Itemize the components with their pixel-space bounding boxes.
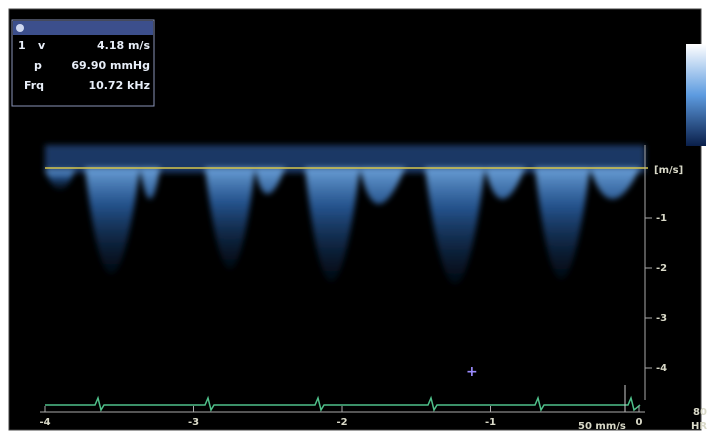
panel-icon: [16, 24, 24, 32]
velocity-tick-label: -1: [656, 213, 667, 224]
ultrasound-screen: + [m/s] -1 -2 -3 -4 50 mm/s 80 HR -4 -3 -2 -1 0…: [0, 0, 710, 436]
measurement-value: 4.18 m/s: [97, 39, 150, 52]
heart-rate-label: HR: [691, 421, 707, 432]
sweep-speed: 50 mm/s: [578, 421, 626, 432]
time-tick-label: -4: [39, 417, 50, 428]
cursor-marker: +: [466, 364, 478, 380]
color-bar: [686, 44, 706, 146]
velocity-tick-label: -4: [656, 363, 667, 374]
time-tick-label: -3: [188, 417, 199, 428]
measurement-value: 69.90 mmHg: [71, 59, 150, 72]
heart-rate-value: 80: [693, 407, 707, 418]
velocity-tick-label: -3: [656, 313, 667, 324]
measurement-label: Frq: [24, 79, 44, 92]
measurement-label: p: [34, 59, 42, 72]
measurement-label: v: [38, 39, 46, 52]
velocity-tick-label: -2: [656, 263, 667, 274]
time-tick-label: 0: [636, 417, 643, 428]
panel-header: [13, 21, 153, 35]
measurement-index: 1: [18, 39, 26, 52]
time-tick-label: -1: [485, 417, 496, 428]
axis-unit: [m/s]: [654, 165, 683, 176]
measurement-value: 10.72 kHz: [88, 79, 150, 92]
time-tick-label: -2: [336, 417, 347, 428]
